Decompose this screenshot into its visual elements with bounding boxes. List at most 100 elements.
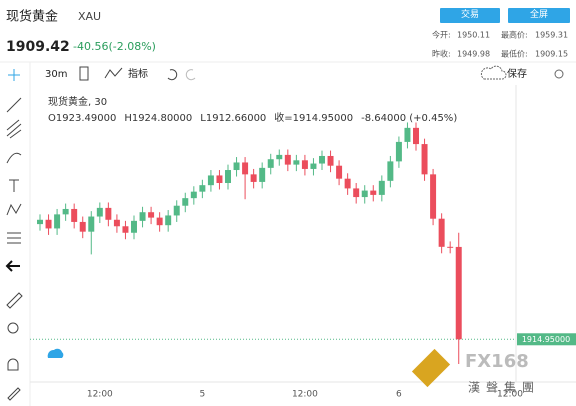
candle-body: [310, 163, 317, 169]
stat-value: 1959.31: [535, 31, 568, 40]
candle-body: [447, 246, 454, 248]
price: 1909.42: [6, 39, 70, 55]
stat-label: 最高价:: [501, 30, 528, 40]
candle-body: [199, 185, 206, 192]
candle-body: [242, 162, 249, 175]
candle-body: [148, 212, 155, 218]
watermark-logo: [411, 348, 451, 388]
line-tool[interactable]: [6, 97, 22, 113]
candle-body: [216, 175, 223, 184]
candle-body: [54, 214, 61, 229]
text-tool[interactable]: [9, 179, 19, 192]
candle-body: [319, 155, 325, 164]
candle-body: [113, 219, 120, 227]
ruler-tool[interactable]: [6, 292, 23, 309]
candle-body: [88, 216, 95, 232]
candle-body: [455, 246, 462, 340]
x-tick-label: 6: [396, 390, 402, 400]
candle-body: [173, 205, 180, 216]
prediction-tool[interactable]: [7, 232, 21, 244]
x-tick-label: 12:00: [87, 390, 113, 400]
candle-body: [327, 155, 334, 166]
candle-body: [404, 127, 411, 142]
undo-icon[interactable]: [167, 69, 178, 81]
price-change: -40.56(-2.08%): [73, 40, 156, 53]
candle-body: [139, 212, 146, 221]
redo-icon[interactable]: [185, 69, 196, 81]
ohlc-legend: L1912.66000: [200, 113, 266, 124]
interval[interactable]: 30m: [45, 69, 67, 80]
candle-body: [395, 141, 402, 162]
candle-icon[interactable]: [79, 66, 89, 81]
stat-label: 今开:: [432, 30, 451, 40]
candle-body: [233, 162, 240, 171]
candle-body: [45, 219, 52, 229]
candle-body: [438, 218, 445, 247]
candle-body: [190, 191, 197, 199]
chart-title: 现货黄金, 30: [48, 95, 107, 108]
price-label-box: [517, 333, 576, 346]
candle-body: [276, 154, 283, 160]
ohlc-legend: -8.64000 (+0.45%): [361, 113, 457, 124]
fib-tool[interactable]: [6, 119, 22, 139]
candle-body: [131, 220, 137, 233]
candle-body: [284, 154, 291, 165]
candle-body: [122, 226, 129, 233]
candle-body: [79, 221, 86, 232]
indicators[interactable]: 指标: [128, 67, 148, 80]
fullscreen-button[interactable]: 全屏: [508, 8, 570, 23]
stat-value: 1950.11: [457, 31, 490, 40]
pattern-tool[interactable]: [6, 203, 22, 216]
stat-value: 1949.98: [457, 50, 490, 59]
settings-icon[interactable]: [554, 69, 564, 79]
candle-body: [413, 127, 419, 145]
candle-body: [165, 215, 172, 226]
candle-body: [430, 174, 437, 219]
candle-body: [361, 190, 368, 198]
stat-label: 最低价:: [501, 49, 528, 59]
trade-button[interactable]: 交易: [440, 8, 500, 23]
candle-body: [370, 190, 377, 195]
lock-tool[interactable]: [7, 358, 19, 371]
ohlc-legend: O1923.49000: [48, 113, 116, 124]
x-tick-label: 5: [199, 390, 205, 400]
ohlc-legend: 收=1914.95000: [274, 111, 353, 124]
candle-body: [225, 170, 231, 184]
candle-body: [336, 165, 343, 179]
zoom-tool[interactable]: [7, 322, 19, 334]
candle-body: [207, 175, 214, 186]
candle-body: [62, 208, 69, 215]
candle-body: [267, 159, 274, 168]
watermark-group: 漢聲集團: [468, 380, 540, 395]
save[interactable]: 保存: [507, 67, 527, 80]
watermark-brand: FX168: [465, 351, 529, 372]
candle-body: [387, 161, 394, 181]
brush-tool[interactable]: [6, 152, 22, 164]
candle-body: [156, 217, 163, 226]
cloud-icon[interactable]: [480, 65, 507, 80]
back-tool[interactable]: [5, 260, 20, 272]
candle-body: [293, 160, 300, 165]
x-tick-label: 12:00: [292, 390, 318, 400]
x-tick-label: 12:00: [497, 390, 523, 400]
candle-body: [421, 144, 428, 175]
candle-body: [96, 207, 103, 217]
candle-body: [37, 219, 43, 225]
stat-value: 1909.15: [535, 50, 568, 59]
candle-body: [378, 180, 385, 195]
crosshair-tool[interactable]: [8, 69, 20, 81]
candle-body: [344, 178, 351, 189]
price-label: 1914.95000: [522, 335, 570, 344]
instrument-code: XAU: [78, 10, 101, 23]
candle-body: [250, 174, 257, 182]
candle-body: [182, 198, 189, 206]
compare-icon[interactable]: [104, 67, 123, 79]
eraser-tool[interactable]: [7, 387, 21, 401]
candle-body: [301, 160, 308, 169]
candle-body: [259, 167, 266, 182]
stat-label: 昨收:: [432, 49, 451, 59]
candle-body: [105, 207, 112, 220]
instrument-name: 现货黄金: [6, 9, 58, 25]
